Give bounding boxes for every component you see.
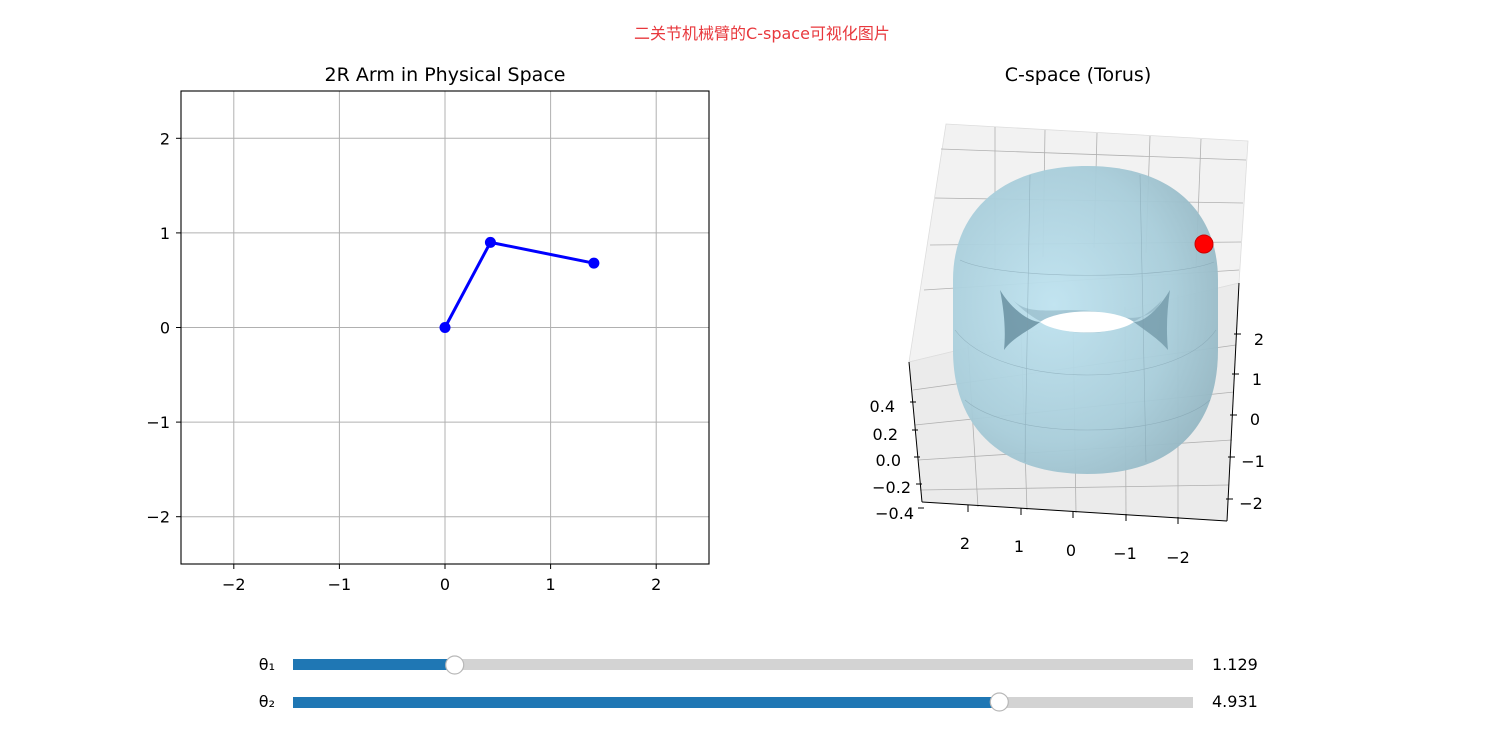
- torus-y-axis: 2 1 0 −1 −2: [1226, 330, 1265, 513]
- x-tick-label: 1: [546, 575, 556, 594]
- arm-plot: 2R Arm in Physical Space −2 −1 0 1 2 −2 −1 0 1 2: [146, 64, 710, 594]
- arm-grid: [181, 91, 709, 564]
- x-tick-label: 2: [651, 575, 661, 594]
- theta1-slider-fill: [293, 659, 455, 670]
- theta1-slider-handle[interactable]: [445, 655, 465, 675]
- arm-series: [439, 236, 600, 333]
- z-tick-label: 0.4: [870, 397, 895, 416]
- theta1-slider-value: 1.129: [1212, 655, 1258, 674]
- arm-y-axis: −2 −1 0 1 2: [146, 129, 181, 527]
- theta2-slider[interactable]: θ₂ 4.931: [259, 692, 1258, 712]
- y-tick-label: 1: [1252, 370, 1262, 389]
- end-effector-point: [588, 257, 600, 269]
- z-tick-label: −0.4: [875, 504, 914, 523]
- y-tick-label: 0: [160, 319, 170, 338]
- torus-x-axis: 2 1 0 −1 −2: [960, 505, 1190, 567]
- x-tick-label: −2: [1166, 548, 1190, 567]
- x-tick-label: −1: [1113, 544, 1137, 563]
- x-tick-label: −2: [222, 575, 246, 594]
- x-axis-line: [921, 501, 1228, 522]
- arm-joint-point: [439, 322, 451, 333]
- x-tick-label: 0: [1066, 541, 1076, 560]
- z-tick-label: −0.2: [872, 478, 911, 497]
- y-tick-label: 2: [160, 129, 170, 148]
- z-tick-label: 0.0: [876, 451, 901, 470]
- theta2-slider-label: θ₂: [259, 692, 275, 711]
- theta1-slider-track[interactable]: [293, 659, 1193, 670]
- theta2-slider-fill: [293, 697, 1000, 708]
- arm-x-axis: −2 −1 0 1 2: [222, 564, 661, 594]
- theta2-slider-handle[interactable]: [989, 692, 1009, 712]
- arm-links: [443, 240, 595, 329]
- theta2-slider-value: 4.931: [1212, 692, 1258, 711]
- y-axis-line: [1226, 282, 1240, 522]
- arm-joint-point: [484, 236, 496, 248]
- current-config-marker: [1194, 234, 1214, 254]
- y-tick-label: 2: [1254, 330, 1264, 349]
- x-tick-label: 1: [1014, 537, 1024, 556]
- y-tick-label: −1: [146, 413, 170, 432]
- x-tick-label: 2: [960, 534, 970, 553]
- y-tick-label: 1: [160, 224, 170, 243]
- y-tick-label: −1: [1241, 452, 1265, 471]
- torus-plot-title: C-space (Torus): [1005, 64, 1151, 86]
- theta1-slider-label: θ₁: [259, 655, 275, 674]
- x-tick-label: 0: [440, 575, 450, 594]
- z-tick-label: 0.2: [873, 425, 898, 444]
- torus-plot: C-space (Torus): [870, 64, 1265, 567]
- arm-plot-title: 2R Arm in Physical Space: [325, 64, 566, 86]
- x-tick-label: −1: [328, 575, 352, 594]
- torus-surface: [953, 166, 1218, 474]
- figure-suptitle: 二关节机械臂的C-space可视化图片: [634, 24, 890, 43]
- y-tick-label: 0: [1250, 410, 1260, 429]
- torus-z-axis: 0.4 0.2 0.0 −0.2 −0.4: [870, 397, 924, 523]
- y-tick-label: −2: [146, 508, 170, 527]
- z-axis-line: [908, 361, 923, 503]
- y-tick-label: −2: [1239, 494, 1263, 513]
- theta1-slider[interactable]: θ₁ 1.129: [259, 655, 1258, 675]
